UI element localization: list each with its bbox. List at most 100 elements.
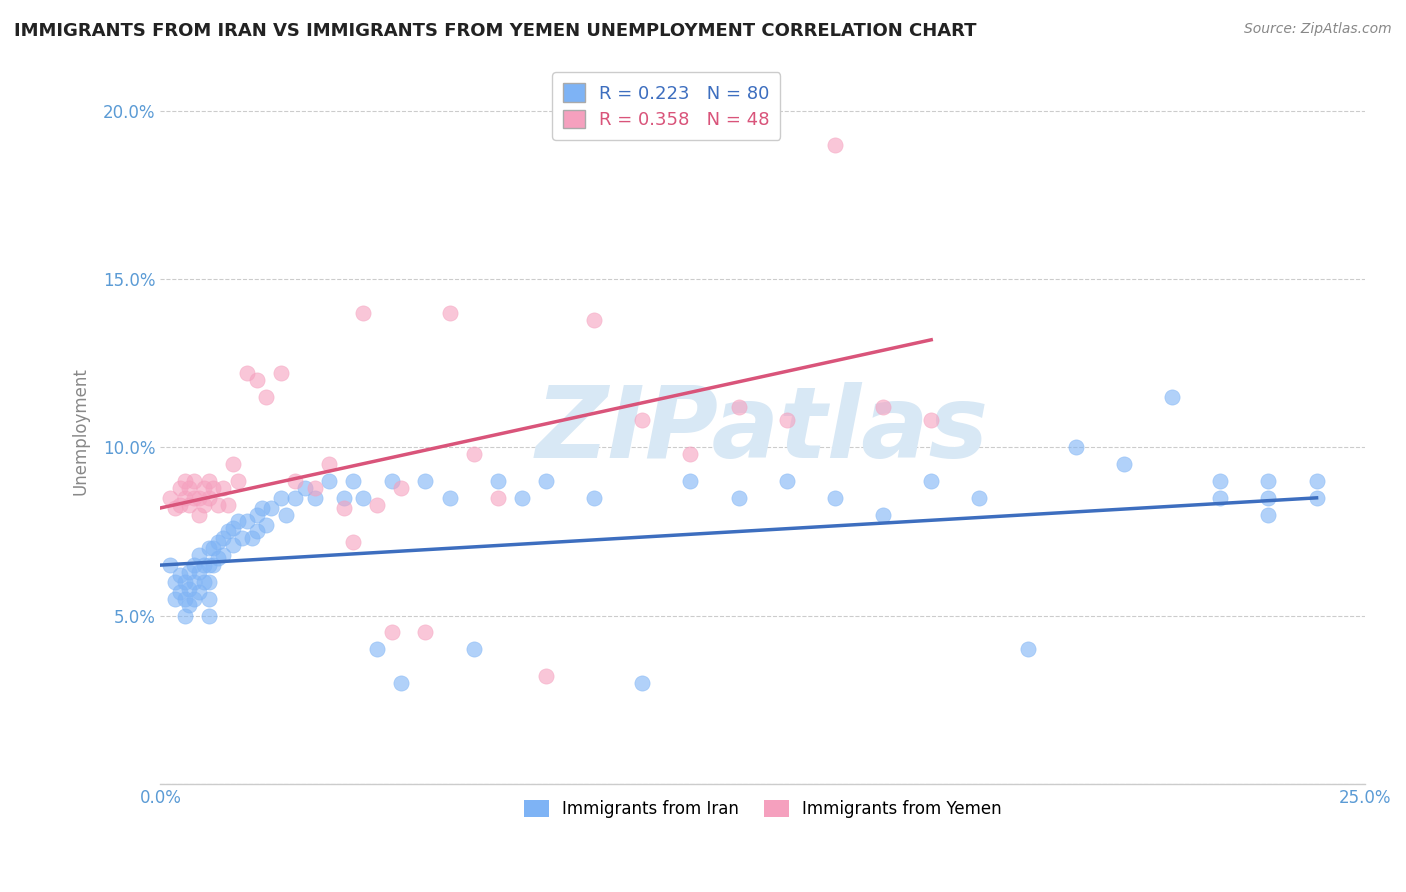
- Point: [463, 642, 485, 657]
- Point: [173, 491, 195, 505]
- Point: [1161, 390, 1184, 404]
- Point: [163, 500, 186, 515]
- Point: [727, 491, 749, 505]
- Text: IMMIGRANTS FROM IRAN VS IMMIGRANTS FROM YEMEN UNEMPLOYMENT CORRELATION CHART: IMMIGRANTS FROM IRAN VS IMMIGRANTS FROM …: [14, 22, 977, 40]
- Point: [197, 591, 219, 606]
- Point: [163, 574, 186, 589]
- Point: [318, 474, 340, 488]
- Point: [188, 585, 211, 599]
- Point: [304, 481, 326, 495]
- Point: [197, 474, 219, 488]
- Point: [1257, 508, 1279, 522]
- Point: [1017, 642, 1039, 657]
- Point: [824, 137, 846, 152]
- Point: [169, 481, 191, 495]
- Legend: Immigrants from Iran, Immigrants from Yemen: Immigrants from Iran, Immigrants from Ye…: [517, 793, 1008, 825]
- Point: [1112, 457, 1135, 471]
- Point: [226, 515, 249, 529]
- Point: [256, 517, 278, 532]
- Point: [173, 608, 195, 623]
- Point: [332, 491, 354, 505]
- Point: [236, 367, 259, 381]
- Point: [534, 474, 557, 488]
- Point: [183, 491, 205, 505]
- Point: [179, 599, 201, 613]
- Point: [318, 457, 340, 471]
- Point: [352, 306, 374, 320]
- Point: [389, 676, 412, 690]
- Point: [193, 558, 215, 573]
- Point: [304, 491, 326, 505]
- Point: [679, 474, 702, 488]
- Point: [250, 500, 273, 515]
- Point: [183, 574, 205, 589]
- Point: [1305, 474, 1327, 488]
- Point: [920, 474, 942, 488]
- Point: [342, 474, 364, 488]
- Point: [179, 582, 201, 596]
- Point: [920, 413, 942, 427]
- Point: [212, 531, 235, 545]
- Point: [582, 491, 605, 505]
- Point: [389, 481, 412, 495]
- Point: [631, 676, 654, 690]
- Point: [352, 491, 374, 505]
- Point: [366, 642, 388, 657]
- Point: [381, 625, 404, 640]
- Point: [188, 508, 211, 522]
- Point: [486, 474, 509, 488]
- Point: [207, 534, 229, 549]
- Point: [159, 491, 181, 505]
- Point: [197, 608, 219, 623]
- Point: [226, 474, 249, 488]
- Point: [582, 312, 605, 326]
- Point: [197, 558, 219, 573]
- Point: [1305, 491, 1327, 505]
- Point: [439, 491, 461, 505]
- Point: [332, 500, 354, 515]
- Point: [776, 413, 799, 427]
- Point: [342, 534, 364, 549]
- Point: [274, 508, 297, 522]
- Point: [173, 591, 195, 606]
- Point: [183, 591, 205, 606]
- Point: [510, 491, 533, 505]
- Point: [1257, 474, 1279, 488]
- Point: [193, 574, 215, 589]
- Point: [179, 498, 201, 512]
- Point: [463, 447, 485, 461]
- Point: [202, 541, 225, 556]
- Point: [1209, 491, 1232, 505]
- Point: [631, 413, 654, 427]
- Point: [1257, 491, 1279, 505]
- Point: [222, 457, 245, 471]
- Text: ZIPatlas: ZIPatlas: [536, 382, 990, 479]
- Point: [222, 521, 245, 535]
- Point: [366, 498, 388, 512]
- Point: [231, 531, 253, 545]
- Y-axis label: Unemployment: Unemployment: [72, 367, 89, 494]
- Point: [969, 491, 991, 505]
- Point: [1064, 441, 1087, 455]
- Point: [236, 515, 259, 529]
- Point: [439, 306, 461, 320]
- Point: [415, 625, 437, 640]
- Point: [534, 669, 557, 683]
- Point: [173, 574, 195, 589]
- Point: [183, 474, 205, 488]
- Point: [824, 491, 846, 505]
- Point: [679, 447, 702, 461]
- Point: [202, 481, 225, 495]
- Point: [202, 558, 225, 573]
- Point: [217, 524, 239, 539]
- Point: [188, 491, 211, 505]
- Point: [776, 474, 799, 488]
- Point: [1209, 474, 1232, 488]
- Point: [260, 500, 283, 515]
- Point: [246, 508, 269, 522]
- Point: [217, 498, 239, 512]
- Point: [270, 367, 292, 381]
- Point: [246, 373, 269, 387]
- Point: [159, 558, 181, 573]
- Text: Source: ZipAtlas.com: Source: ZipAtlas.com: [1244, 22, 1392, 37]
